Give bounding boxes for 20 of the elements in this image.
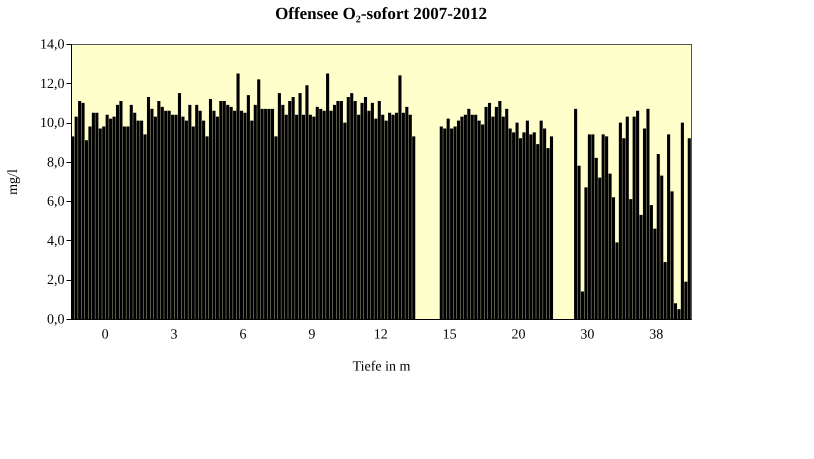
y-tick-label: 10,0 <box>40 116 64 132</box>
y-tick-label: 8,0 <box>47 155 64 170</box>
x-tick-label: 30 <box>580 328 594 342</box>
y-tick-label: 14,0 <box>40 38 64 52</box>
x-tick-label: 6 <box>239 328 246 342</box>
y-tick-label: 6,0 <box>47 194 64 210</box>
x-tick-label: 9 <box>308 328 316 342</box>
chart-title: Offensee O₂-sofort 2007-2012 <box>275 4 487 23</box>
x-tick-label: 12 <box>374 328 388 342</box>
y-tick-label: 2,0 <box>47 273 64 288</box>
x-tick-label: 0 <box>102 328 109 342</box>
y-tick-label: 12,0 <box>40 76 64 92</box>
y-tick-label: 4,0 <box>47 234 64 249</box>
x-tick-label: 3 <box>170 328 178 342</box>
y-tick-label: 0,0 <box>47 312 64 328</box>
x-tick-label: 38 <box>649 328 664 342</box>
x-tick-label: 15 <box>442 328 457 342</box>
x-tick-label: 20 <box>512 328 526 342</box>
x-axis-title: Tiefe in m <box>352 360 411 374</box>
y-axis-title: mg/l <box>6 169 21 195</box>
